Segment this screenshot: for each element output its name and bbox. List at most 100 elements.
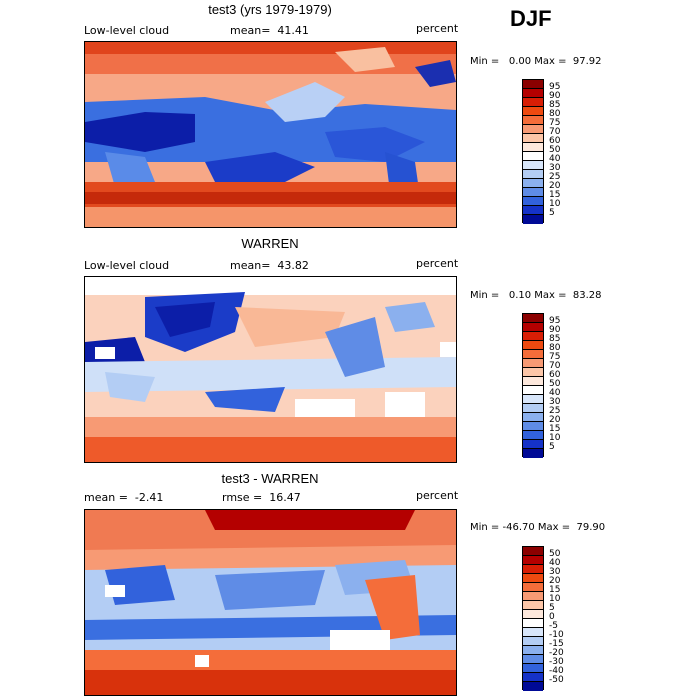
colorbar-tick-label: 50	[549, 145, 561, 155]
colorbar-swatch	[523, 323, 543, 332]
colorbar-tick-label: 60	[549, 370, 561, 380]
colorbar-swatch	[523, 574, 543, 583]
colorbar-tick-label: 25	[549, 406, 561, 416]
colorbar-swatch	[523, 637, 543, 646]
colorbar-swatch	[523, 556, 543, 565]
colorbar-swatch	[523, 404, 543, 413]
colorbar-swatch	[523, 332, 543, 341]
colorbar-swatch	[523, 377, 543, 386]
panel-2-title: WARREN	[241, 236, 299, 251]
colorbar-tick-label: 50	[549, 379, 561, 389]
colorbar-tick-label: 90	[549, 91, 561, 101]
panel-3-colorbar: 50 40 30 20 15 10 5 0 -5 -10 -15 -20 -30 -40 -50	[522, 546, 564, 691]
colorbar-tick-label: 10	[549, 199, 561, 209]
colorbar-swatch	[523, 134, 543, 143]
panel-2-colorbar: 95 90 85 80 75 70 60 50 40 30 25 20 15 10 5	[522, 313, 560, 458]
panel-1-left-label: Low-level cloud	[84, 24, 170, 37]
colorbar-tick-label: 20	[549, 576, 561, 586]
colorbar-swatch	[523, 197, 543, 206]
colorbar-swatch	[523, 116, 543, 125]
panel-3-mean-label: mean = -2.41	[84, 491, 164, 504]
colorbar-tick-label: 0	[549, 612, 555, 622]
colorbar-swatch	[523, 80, 543, 89]
colorbar-tick-label: 80	[549, 109, 561, 119]
panel-1-colorbar-swatches	[522, 79, 544, 224]
colorbar-swatch	[523, 179, 543, 188]
colorbar-swatch	[523, 565, 543, 574]
colorbar-tick-label: 20	[549, 415, 561, 425]
colorbar-tick-label: 40	[549, 388, 561, 398]
colorbar-tick-label: 10	[549, 433, 561, 443]
colorbar-swatch	[523, 107, 543, 116]
colorbar-tick-label: 30	[549, 567, 561, 577]
colorbar-swatch	[523, 449, 543, 458]
colorbar-tick-label: 95	[549, 82, 561, 92]
colorbar-tick-label: 15	[549, 190, 561, 200]
panel-1-title: test3 (yrs 1979-1979)	[208, 2, 332, 17]
colorbar-swatch	[523, 592, 543, 601]
colorbar-tick-label: 30	[549, 397, 561, 407]
panel-3-map-field	[85, 510, 456, 695]
colorbar-tick-label: -40	[549, 666, 564, 676]
colorbar-swatch	[523, 368, 543, 377]
colorbar-tick-label: 10	[549, 594, 561, 604]
colorbar-tick-label: 30	[549, 163, 561, 173]
panel-2-colorbar-ticks: 95 90 85 80 75 70 60 50 40 30 25 20 15 10 5	[549, 313, 579, 457]
panel-3-map	[84, 509, 457, 696]
panel-1-minmax: Min = 0.00 Max = 97.92	[470, 56, 602, 67]
colorbar-tick-label: 5	[549, 603, 555, 613]
colorbar-swatch	[523, 440, 543, 449]
colorbar-swatch	[523, 610, 543, 619]
colorbar-tick-label: 90	[549, 325, 561, 335]
colorbar-tick-label: -20	[549, 648, 564, 658]
colorbar-swatch	[523, 664, 543, 673]
colorbar-tick-label: 70	[549, 127, 561, 137]
colorbar-swatch	[523, 655, 543, 664]
colorbar-swatch	[523, 89, 543, 98]
panel-1-mean-label: mean= 41.41	[230, 24, 309, 37]
colorbar-tick-label: 15	[549, 424, 561, 434]
panel-3-colorbar-swatches	[522, 546, 544, 691]
colorbar-swatch	[523, 583, 543, 592]
colorbar-tick-label: -15	[549, 639, 564, 649]
colorbar-tick-label: 75	[549, 352, 561, 362]
colorbar-swatch	[523, 422, 543, 431]
panel-3-title: test3 - WARREN	[221, 471, 319, 486]
panel-2-colorbar-swatches	[522, 313, 544, 458]
colorbar-swatch	[523, 619, 543, 628]
colorbar-tick-label: -30	[549, 657, 564, 667]
colorbar-tick-label: 20	[549, 181, 561, 191]
colorbar-swatch	[523, 98, 543, 107]
colorbar-swatch	[523, 341, 543, 350]
panel-3-rmse-label: rmse = 16.47	[222, 491, 301, 504]
colorbar-tick-label: 5	[549, 208, 555, 218]
panel-3-units: percent	[416, 489, 459, 502]
colorbar-swatch	[523, 170, 543, 179]
colorbar-swatch	[523, 359, 543, 368]
colorbar-tick-label: -10	[549, 630, 564, 640]
panel-1-units: percent	[416, 22, 459, 35]
colorbar-swatch	[523, 161, 543, 170]
panel-1-colorbar-ticks: 95 90 85 80 75 70 60 50 40 30 25 20 15 10 5	[549, 79, 579, 223]
colorbar-tick-label: 5	[549, 442, 555, 452]
colorbar-swatch	[523, 143, 543, 152]
panel-2-mean-label: mean= 43.82	[230, 259, 309, 272]
colorbar-swatch	[523, 673, 543, 682]
colorbar-tick-label: -50	[549, 675, 564, 685]
colorbar-tick-label: 60	[549, 136, 561, 146]
panel-2-units: percent	[416, 257, 459, 270]
panel-1-map	[84, 41, 457, 228]
panel-1-map-field	[85, 42, 456, 227]
colorbar-swatch	[523, 386, 543, 395]
colorbar-swatch	[523, 395, 543, 404]
colorbar-swatch	[523, 628, 543, 637]
colorbar-swatch	[523, 431, 543, 440]
colorbar-swatch	[523, 314, 543, 323]
season-label: DJF	[510, 6, 552, 31]
panel-2-minmax: Min = 0.10 Max = 83.28	[470, 290, 602, 301]
colorbar-swatch	[523, 547, 543, 556]
colorbar-tick-label: 75	[549, 118, 561, 128]
colorbar-tick-label: 40	[549, 558, 561, 568]
colorbar-swatch	[523, 350, 543, 359]
panel-2-left-label: Low-level cloud	[84, 259, 170, 272]
